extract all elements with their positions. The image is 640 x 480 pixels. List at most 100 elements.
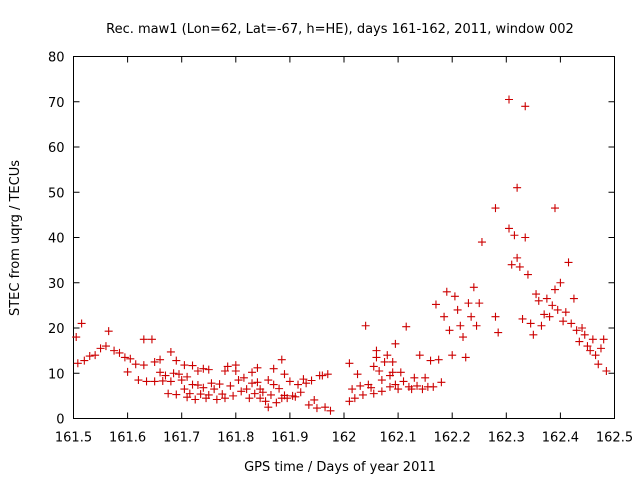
data-point (567, 319, 576, 328)
data-point (358, 390, 367, 399)
x-tick-label: 161.6 (109, 431, 146, 446)
data-point (80, 356, 89, 365)
data-point (193, 366, 202, 375)
data-point (448, 351, 457, 360)
data-point (172, 356, 181, 365)
data-point (396, 368, 405, 377)
data-point (494, 328, 503, 337)
data-point (440, 312, 449, 321)
data-point (394, 385, 403, 394)
data-point (377, 387, 386, 396)
data-point (123, 367, 132, 376)
data-point (369, 362, 378, 371)
data-point (77, 319, 86, 328)
data-point (583, 342, 592, 351)
data-point (283, 394, 292, 403)
data-point (515, 262, 524, 271)
data-point (248, 368, 257, 377)
data-point (599, 335, 608, 344)
data-point (134, 376, 143, 385)
y-tick-label: 10 (48, 367, 65, 382)
data-point (553, 305, 562, 314)
data-point (513, 253, 522, 262)
data-point (415, 351, 424, 360)
data-point (434, 355, 443, 364)
data-point (345, 359, 354, 368)
data-point (418, 385, 427, 394)
data-point (234, 376, 243, 385)
data-point (326, 406, 335, 415)
data-point (442, 287, 451, 296)
data-point (491, 312, 500, 321)
data-point (572, 326, 581, 335)
data-point (226, 381, 235, 390)
y-axis-label: STEC from uqrg / TECUs (8, 160, 23, 316)
data-point (594, 360, 603, 369)
data-point (250, 389, 259, 398)
data-point (310, 395, 319, 404)
data-point (561, 308, 570, 317)
data-point (285, 377, 294, 386)
data-point (150, 357, 159, 366)
x-tick-label: 161.7 (163, 431, 200, 446)
data-point (518, 314, 527, 323)
data-point (272, 398, 281, 407)
data-point (450, 292, 459, 301)
data-point (223, 362, 232, 371)
data-point (445, 326, 454, 335)
x-tick-label: 161.5 (55, 431, 92, 446)
data-point (296, 388, 305, 397)
data-point (229, 391, 238, 400)
data-point (429, 382, 438, 391)
data-point (491, 204, 500, 213)
data-point (356, 381, 365, 390)
data-point (399, 377, 408, 386)
data-point (556, 278, 565, 287)
data-point (377, 376, 386, 385)
x-tick-label: 161.9 (271, 431, 308, 446)
data-point (302, 379, 311, 388)
data-point (166, 347, 175, 356)
data-point (264, 376, 273, 385)
data-point (550, 204, 559, 213)
data-point (385, 382, 394, 391)
data-point (361, 321, 370, 330)
data-point (199, 364, 208, 373)
data-point (115, 348, 124, 357)
data-point (169, 369, 178, 378)
data-point (367, 383, 376, 392)
data-point (353, 370, 362, 379)
data-point (164, 389, 173, 398)
data-point (402, 322, 411, 331)
data-point (104, 327, 113, 336)
x-tick-label: 162.5 (596, 431, 633, 446)
data-point (559, 317, 568, 326)
data-point (529, 330, 538, 339)
data-point (540, 310, 549, 319)
data-point (431, 300, 440, 309)
data-point (461, 353, 470, 362)
data-point (413, 381, 422, 390)
y-tick-label: 80 (48, 51, 65, 66)
data-point (269, 380, 278, 389)
data-point (156, 368, 165, 377)
data-point (269, 364, 278, 373)
data-point (391, 380, 400, 389)
data-point (220, 394, 229, 403)
data-point (505, 95, 514, 104)
data-point (212, 395, 221, 404)
data-point (456, 321, 465, 330)
data-point (569, 294, 578, 303)
chart-title: Rec. maw1 (Lon=62, Lat=-67, h=HE), days … (106, 22, 574, 37)
data-point (467, 312, 476, 321)
data-point (464, 299, 473, 308)
data-point (321, 403, 330, 412)
data-point (266, 390, 275, 399)
data-point (596, 344, 605, 353)
data-point (210, 385, 219, 394)
data-point (258, 388, 267, 397)
data-point (521, 233, 530, 242)
data-point (383, 351, 392, 360)
data-point (426, 356, 435, 365)
data-point (523, 270, 532, 279)
